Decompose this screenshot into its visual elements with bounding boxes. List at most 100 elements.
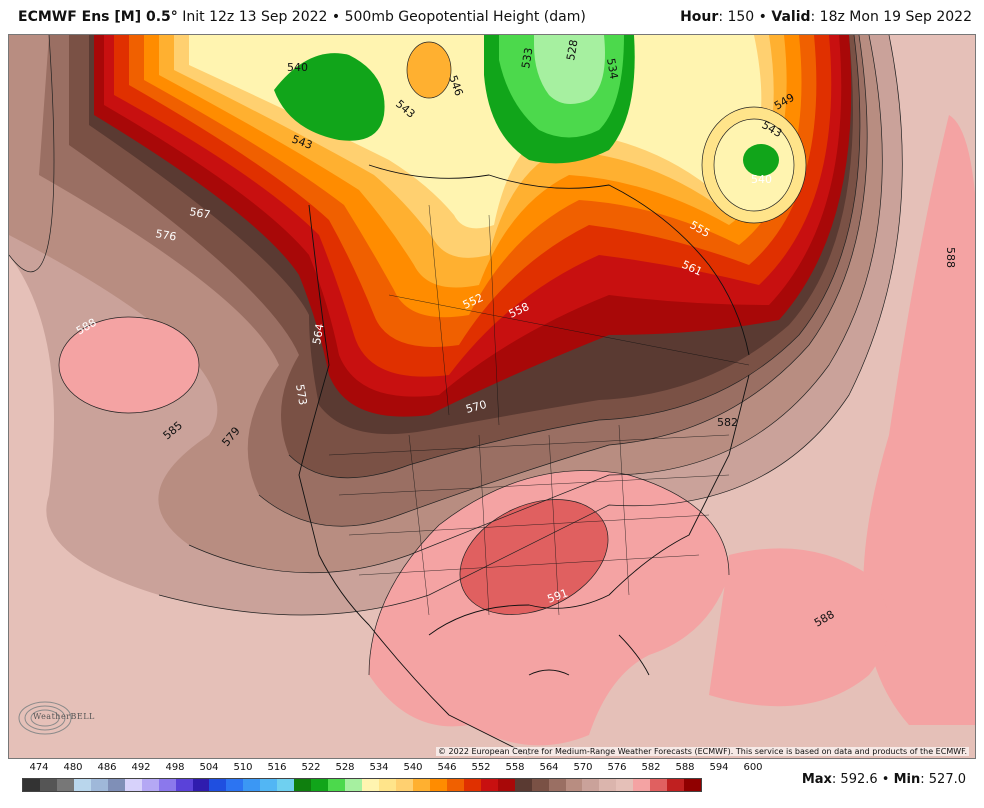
contour-label: 533 xyxy=(519,47,535,70)
legend-tick-label: 504 xyxy=(199,762,219,773)
legend-swatch xyxy=(328,779,346,791)
low-west xyxy=(274,53,385,141)
south-high-core xyxy=(459,499,609,615)
contour-label: 564 xyxy=(310,323,326,346)
legend-tick-label: 582 xyxy=(641,762,661,773)
swirl-icon xyxy=(18,701,72,735)
legend-swatch xyxy=(39,779,57,791)
min-value: : 527.0 xyxy=(920,772,966,787)
legend-tick-label: 516 xyxy=(267,762,287,773)
legend-tick-label: 558 xyxy=(505,762,525,773)
legend-swatch xyxy=(260,779,278,791)
hour-value: : 150 xyxy=(718,9,755,25)
legend-tick-label: 528 xyxy=(335,762,355,773)
legend-swatch xyxy=(294,779,312,791)
legend-tick-label: 600 xyxy=(743,762,763,773)
legend-labels: 474 480 486 492 498 504 510 516 522 528 534 540 546 5… xyxy=(22,762,762,776)
model-name: ECMWF Ens [M] 0.5 xyxy=(18,9,171,25)
legend-swatch xyxy=(226,779,244,791)
atlantic-ridge xyxy=(709,548,889,707)
cell-green-east xyxy=(743,144,779,176)
legend-swatch xyxy=(277,779,295,791)
legend-swatch xyxy=(23,779,40,791)
legend-swatch xyxy=(412,779,430,791)
legend-swatch xyxy=(311,779,329,791)
contour-label: 528 xyxy=(564,39,580,62)
low-north-core xyxy=(534,35,605,104)
contour-label: 540 xyxy=(751,173,772,186)
contour-label: 576 xyxy=(154,227,177,243)
contour-label: 567 xyxy=(188,205,211,221)
contour-label: 540 xyxy=(287,61,308,74)
legend-tick-label: 570 xyxy=(573,762,593,773)
legend-swatch xyxy=(56,779,74,791)
legend-bar xyxy=(22,778,702,792)
separator: • xyxy=(331,9,341,25)
legend-tick-label: 588 xyxy=(675,762,695,773)
header-right: Hour: 150 • Valid: 18z Mon 19 Sep 2022 xyxy=(680,9,972,25)
legend-swatch xyxy=(192,779,210,791)
legend-swatch xyxy=(243,779,261,791)
init-time: Init 12z 13 Sep 2022 xyxy=(182,9,328,25)
min-label: Min xyxy=(893,772,921,787)
pacific-high xyxy=(59,317,199,413)
legend-swatch xyxy=(379,779,396,791)
legend-swatch xyxy=(633,779,651,791)
legend-swatch xyxy=(209,779,227,791)
legend-swatch xyxy=(429,779,447,791)
legend-swatch xyxy=(345,779,363,791)
hour-label: Hour xyxy=(680,9,719,25)
max-min-readout: Max: 592.6 • Min: 527.0 xyxy=(802,772,966,787)
legend-tick-label: 486 xyxy=(97,762,117,773)
legend-swatch xyxy=(158,779,176,791)
contour-lines xyxy=(9,35,903,676)
max-value: : 592.6 xyxy=(831,772,878,787)
legend-swatch xyxy=(565,779,583,791)
coastlines xyxy=(298,164,750,756)
legend-swatch xyxy=(531,779,549,791)
copyright-notice: © 2022 European Centre for Medium-Range … xyxy=(436,747,969,756)
legend-swatch xyxy=(395,779,413,791)
field-name: 500mb Geopotential Height (dam) xyxy=(344,9,586,25)
legend-swatch xyxy=(582,779,600,791)
contour-label: 573 xyxy=(293,383,309,406)
valid-label: Valid xyxy=(771,9,811,25)
degree-symbol: ° xyxy=(170,9,178,25)
legend-tick-label: 492 xyxy=(131,762,151,773)
legend-swatch xyxy=(124,779,142,791)
header: ECMWF Ens [M] 0.5° Init 12z 13 Sep 2022 … xyxy=(0,0,984,34)
legend-swatch xyxy=(463,779,481,791)
legend-swatch xyxy=(548,779,566,791)
legend-swatch xyxy=(480,779,498,791)
legend-swatch xyxy=(667,779,685,791)
legend-swatch xyxy=(650,779,668,791)
contour-label: 570 xyxy=(464,398,488,416)
legend-swatch xyxy=(90,779,108,791)
legend-tick-label: 546 xyxy=(437,762,457,773)
header-left: ECMWF Ens [M] 0.5° Init 12z 13 Sep 2022 … xyxy=(18,9,586,25)
legend-swatch xyxy=(514,779,532,791)
legend-swatch xyxy=(107,779,125,791)
contour-label: 582 xyxy=(717,416,738,429)
legend-swatch xyxy=(362,779,380,791)
legend-tick-label: 540 xyxy=(403,762,423,773)
contour-label: 534 xyxy=(604,57,620,80)
separator: • xyxy=(881,772,890,787)
legend-swatch xyxy=(73,779,91,791)
max-label: Max xyxy=(801,772,832,787)
color-legend: 474 480 486 492 498 504 510 516 522 528 534 540 546 5… xyxy=(22,762,763,802)
legend-swatch xyxy=(446,779,464,791)
contour-label: 588 xyxy=(944,247,957,268)
logo-text: WeatherBELL xyxy=(33,712,95,721)
cell-546 xyxy=(407,42,451,98)
legend-tick-label: 534 xyxy=(369,762,389,773)
legend-swatch xyxy=(497,779,515,791)
weatherbell-logo: WeatherBELL xyxy=(15,696,95,740)
legend-tick-label: 522 xyxy=(301,762,321,773)
legend-swatch xyxy=(175,779,193,791)
legend-tick-label: 594 xyxy=(709,762,729,773)
map-panel: 540 546 543 543 528 534 533 549 543 540 … xyxy=(8,34,976,759)
contour-map: 540 546 543 543 528 534 533 549 543 540 … xyxy=(9,35,975,758)
legend-swatch xyxy=(141,779,159,791)
valid-value: : 18z Mon 19 Sep 2022 xyxy=(810,9,972,25)
